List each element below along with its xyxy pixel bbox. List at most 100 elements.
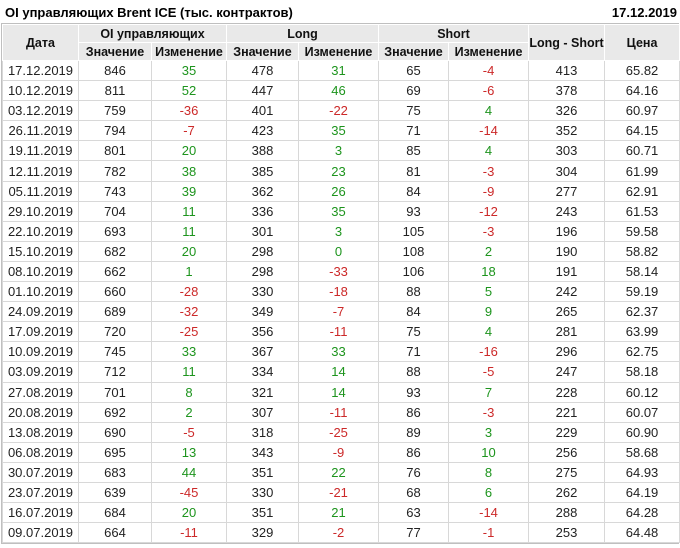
cell-short-change: -4 — [448, 59, 530, 82]
oi-table-container: Дата OI управляющих Long Short Long - Sh… — [1, 23, 680, 545]
cell-price: 58.18 — [604, 361, 680, 383]
cell-short-change: -12 — [448, 200, 530, 222]
cell-oi-value: 690 — [78, 421, 152, 443]
cell-oi-value: 811 — [78, 80, 152, 102]
cell-short-value: 106 — [378, 260, 450, 283]
cell-price: 58.82 — [604, 240, 680, 262]
cell-oi-change: 2 — [151, 401, 227, 423]
cell-date: 26.11.2019 — [2, 120, 79, 142]
cell-long-value: 362 — [226, 180, 299, 202]
cell-oi-change: -25 — [151, 321, 227, 343]
cell-long-value: 367 — [226, 341, 299, 363]
cell-short-value: 76 — [378, 461, 450, 483]
cell-oi-value: 801 — [78, 140, 152, 162]
cell-oi-value: 846 — [78, 59, 152, 82]
cell-long-change: 0 — [297, 240, 380, 262]
cell-oi-value: 745 — [78, 341, 152, 363]
cell-price: 58.68 — [604, 441, 680, 463]
cell-oi-value: 695 — [78, 441, 152, 463]
cell-long-value: 334 — [226, 361, 299, 383]
cell-date: 09.07.2019 — [2, 522, 79, 544]
cell-long-change: 35 — [297, 200, 380, 222]
cell-long-short: 303 — [528, 140, 606, 162]
cell-long-short: 253 — [528, 522, 606, 544]
cell-oi-change: 33 — [151, 341, 227, 363]
cell-long-value: 385 — [226, 160, 299, 182]
cell-long-value: 356 — [226, 321, 299, 343]
cell-oi-change: 11 — [151, 200, 227, 222]
cell-short-value: 88 — [378, 281, 450, 303]
cell-long-value: 298 — [226, 240, 299, 262]
cell-short-change: -16 — [448, 341, 530, 363]
cell-long-short: 281 — [528, 321, 606, 343]
cell-short-change: 2 — [448, 240, 530, 262]
cell-price: 61.53 — [604, 200, 680, 222]
cell-price: 60.71 — [604, 140, 680, 162]
cell-oi-value: 639 — [78, 481, 152, 504]
cell-long-short: 304 — [528, 160, 606, 182]
cell-price: 65.82 — [604, 59, 680, 82]
cell-long-value: 401 — [226, 100, 299, 122]
cell-date: 22.10.2019 — [2, 220, 79, 242]
cell-long-short: 243 — [528, 200, 606, 222]
cell-date: 27.08.2019 — [2, 381, 79, 403]
cell-long-short: 229 — [528, 421, 606, 443]
cell-long-change: -11 — [297, 321, 380, 343]
cell-long-value: 330 — [226, 481, 299, 504]
cell-short-change: -1 — [448, 522, 530, 544]
cell-long-value: 349 — [226, 301, 299, 323]
col-header-price: Цена — [604, 24, 680, 61]
group-header-long: Long — [225, 24, 380, 43]
cell-long-value: 307 — [226, 401, 299, 423]
col-header-short-value: Значение — [378, 42, 450, 61]
cell-short-change: -5 — [448, 361, 530, 383]
cell-short-change: 7 — [448, 381, 530, 403]
cell-date: 08.10.2019 — [2, 260, 79, 283]
cell-long-value: 351 — [226, 502, 299, 524]
cell-date: 17.12.2019 — [2, 59, 79, 82]
table-row: 22.10.2019 693 11 301 3 105 -3 196 59.58 — [2, 220, 680, 242]
cell-long-short: 288 — [528, 502, 606, 524]
table-row: 29.10.2019 704 11 336 35 93 -12 243 61.53 — [2, 200, 680, 222]
cell-long-change: -2 — [297, 522, 380, 544]
cell-oi-change: -28 — [151, 281, 227, 303]
cell-short-value: 86 — [378, 441, 450, 463]
cell-long-value: 330 — [226, 281, 299, 303]
sub-header-row: Значение Изменение Значение Изменение Зн… — [3, 42, 680, 61]
cell-short-value: 88 — [378, 361, 450, 383]
cell-long-change: 3 — [297, 220, 380, 242]
cell-price: 60.07 — [604, 401, 680, 423]
group-header-short: Short — [378, 24, 530, 43]
cell-oi-value: 701 — [78, 381, 152, 403]
cell-short-value: 85 — [378, 140, 450, 162]
cell-oi-change: 8 — [151, 381, 227, 403]
cell-long-short: 247 — [528, 361, 606, 383]
group-header-row: Дата OI управляющих Long Short Long - Sh… — [2, 24, 680, 61]
cell-price: 62.91 — [604, 180, 680, 202]
table-body: 17.12.2019 846 35 478 31 65 -4 413 65.82 10.12.20… — [2, 59, 680, 544]
cell-date: 03.09.2019 — [2, 361, 79, 383]
cell-long-change: -33 — [297, 260, 380, 283]
col-header-oi-change: Изменение — [151, 42, 227, 61]
cell-date: 15.10.2019 — [2, 240, 79, 262]
table-row: 27.08.2019 701 8 321 14 93 7 228 60.12 — [2, 381, 680, 403]
cell-oi-value: 689 — [78, 301, 152, 323]
cell-price: 64.28 — [604, 502, 680, 524]
cell-short-change: 4 — [448, 100, 530, 122]
table-row: 12.11.2019 782 38 385 23 81 -3 304 61.99 — [2, 160, 680, 182]
cell-oi-value: 759 — [78, 100, 152, 122]
cell-long-short: 228 — [528, 381, 606, 403]
cell-long-value: 447 — [226, 80, 299, 102]
table-row: 24.09.2019 689 -32 349 -7 84 9 265 62.37 — [2, 301, 680, 323]
cell-short-change: -14 — [448, 120, 530, 142]
cell-date: 03.12.2019 — [2, 100, 79, 122]
cell-long-change: -25 — [297, 421, 380, 443]
cell-short-change: 5 — [448, 281, 530, 303]
cell-oi-change: -36 — [151, 100, 227, 122]
table-row: 09.07.2019 664 -11 329 -2 77 -1 253 64.48 — [2, 522, 680, 544]
table-row: 01.10.2019 660 -28 330 -18 88 5 242 59.19 — [2, 281, 680, 303]
cell-date: 10.12.2019 — [2, 80, 79, 102]
cell-short-value: 93 — [378, 381, 450, 403]
cell-short-value: 105 — [378, 220, 450, 242]
